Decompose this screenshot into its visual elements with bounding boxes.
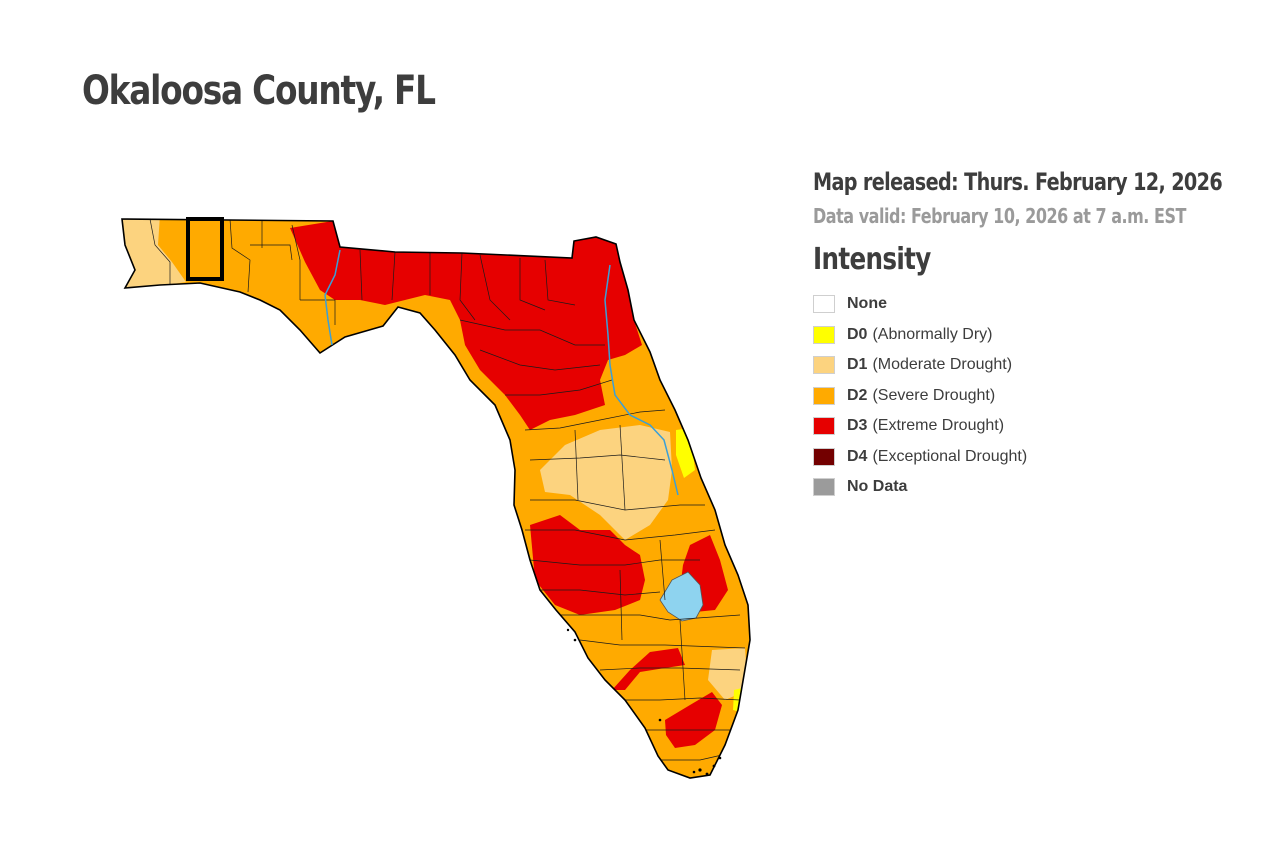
legend-code: D4 [847,447,868,465]
legend-description: (Extreme Drought) [872,417,1005,435]
legend-item-d0: D0 (Abnormally Dry) [813,320,1253,351]
legend-list: None D0 (Abnormally Dry) D1 (Moderate Dr… [813,289,1253,503]
florida-outline [121,218,751,779]
okaloosa-county-highlight [186,217,224,281]
legend-swatch [813,447,835,466]
legend-item-none: None [813,289,1253,320]
legend-swatch [813,325,835,344]
legend-code: D0 [847,325,868,343]
legend-code: D2 [847,386,868,404]
legend-description: (Severe Drought) [872,386,996,404]
legend-item-d3: D3 (Extreme Drought) [813,411,1253,442]
legend-item-no-data: No Data [813,472,1253,503]
map-released-date: Map released: Thurs. February 12, 2026 [813,168,1223,196]
florida-drought-map [110,200,770,800]
legend-swatch [813,417,835,436]
legend-item-d4: D4 (Exceptional Drought) [813,442,1253,473]
d1-zone-east-coast [708,648,748,700]
d3-zone-everglades [665,692,722,748]
county-boundaries [149,219,746,761]
data-valid-date: Data valid: February 10, 2026 at 7 a.m. … [813,204,1186,228]
legend-description: (Moderate Drought) [872,356,1013,374]
d1-zone-central [540,425,672,540]
d3-zone-north [290,221,642,430]
legend-code: No Data [847,478,908,496]
legend-item-d2: D2 (Severe Drought) [813,381,1253,412]
legend-code: D3 [847,417,868,435]
legend-item-d1: D1 (Moderate Drought) [813,350,1253,381]
legend-title: Intensity [813,242,931,277]
legend-description: (Exceptional Drought) [872,447,1028,465]
legend-swatch [813,478,835,497]
legend-swatch [813,386,835,405]
d3-zone-south-west [612,648,685,690]
legend-swatch [813,295,835,314]
map-svg [121,217,751,779]
suwannee-river [324,249,341,346]
st-johns-river [604,264,679,496]
legend-description: (Abnormally Dry) [872,325,993,343]
legend-code: None [847,295,887,313]
map-legend: Map released: Thurs. February 12, 2026 D… [813,168,1253,503]
keys-islands [566,628,722,776]
legend-code: D1 [847,356,868,374]
legend-swatch [813,356,835,375]
page-title: Okaloosa County, FL [82,68,436,114]
